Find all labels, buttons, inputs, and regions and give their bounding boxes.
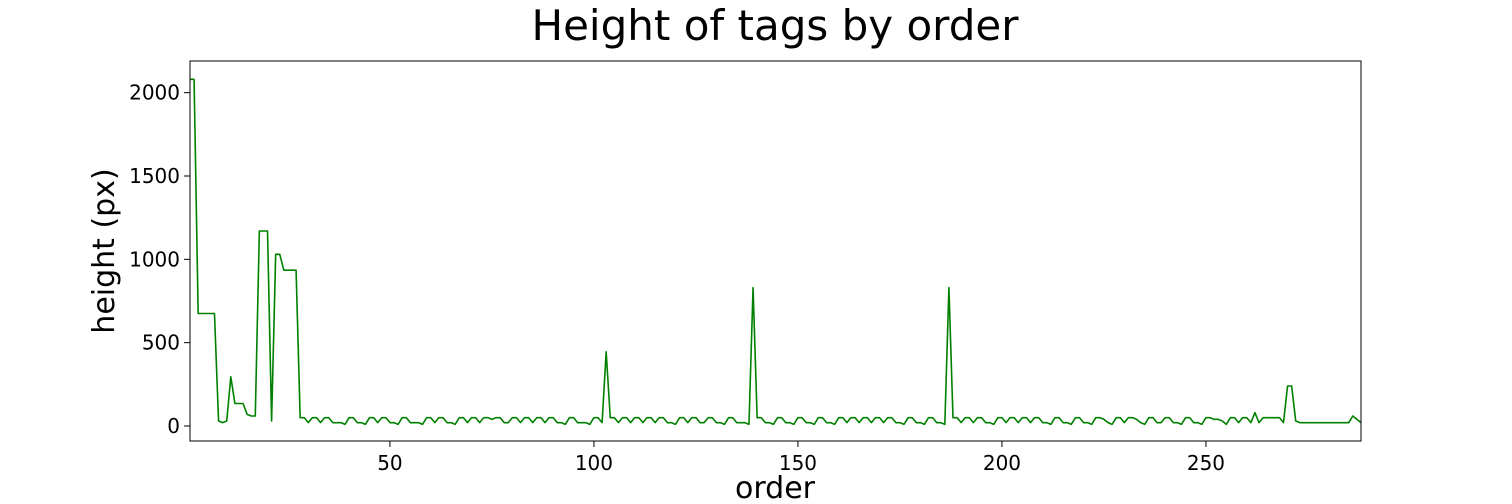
y-tick-label: 2000 (129, 81, 180, 105)
y-tick-label: 1000 (129, 247, 180, 271)
x-tick-label: 50 (377, 451, 402, 475)
axis-ticks: 50 100 150 200 250 0 500 1000 1500 2000 (129, 81, 1225, 475)
x-tick-label: 100 (575, 451, 613, 475)
y-tick-label: 0 (167, 414, 180, 438)
series-line (190, 78, 1362, 426)
x-tick-label: 200 (983, 451, 1021, 475)
y-tick-label: 500 (142, 331, 180, 355)
x-tick-label: 150 (779, 451, 817, 475)
chart-title: Height of tags by order (532, 1, 1020, 50)
x-tick-label: 250 (1187, 451, 1225, 475)
x-axis-label: order (735, 471, 816, 504)
y-tick-label: 1500 (129, 164, 180, 188)
y-axis-label: height (px) (87, 168, 122, 333)
plot-area-frame (189, 60, 1362, 442)
